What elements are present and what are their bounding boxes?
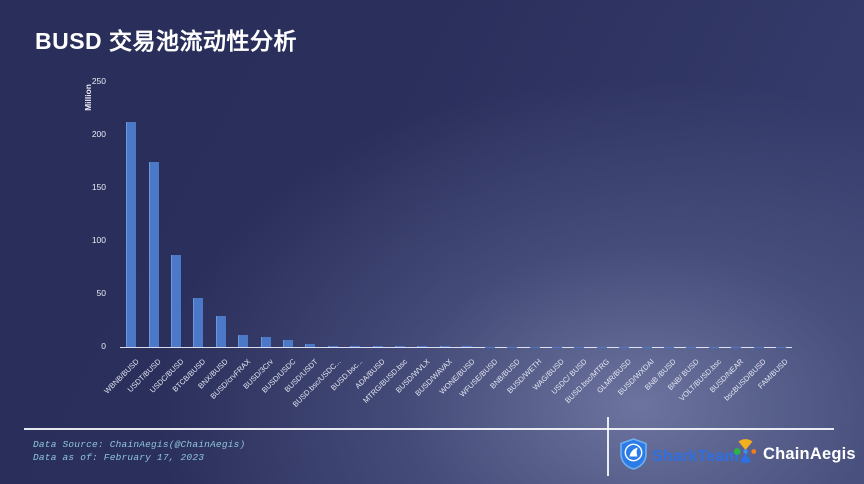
x-axis-labels: WBNB/BUSD USDT/BUSD USDC/BUSD BTCB/BUSD BNX/… — [102, 350, 792, 420]
sharkteam-logo: SharkTeam — [619, 438, 739, 475]
bar-slot — [523, 82, 545, 347]
bar-slot — [770, 82, 792, 347]
bar — [395, 346, 406, 347]
bar-slot — [277, 82, 299, 347]
bar-slot — [635, 82, 657, 347]
bar — [171, 254, 182, 347]
bar-slot — [344, 82, 366, 347]
bar-slot — [142, 82, 164, 347]
bar-slot — [546, 82, 568, 347]
bar — [350, 346, 361, 347]
data-source-note: Data Source: ChainAegis(@ChainAegis) Dat… — [33, 438, 245, 464]
bar-slot — [389, 82, 411, 347]
bar-slot — [434, 82, 456, 347]
hourglass-gem-icon — [733, 438, 758, 470]
bar-slot — [725, 82, 747, 347]
bar — [215, 316, 226, 347]
sharkteam-logo-label: SharkTeam — [652, 447, 739, 465]
y-axis-tick-label: 200 — [91, 129, 106, 139]
bar-slot — [232, 82, 254, 347]
bar — [193, 298, 204, 347]
y-axis-tick-label: 50 — [96, 288, 106, 298]
bar-slot — [568, 82, 590, 347]
footer-divider-line — [24, 428, 834, 430]
bar-slot — [501, 82, 523, 347]
bar-slot — [703, 82, 725, 347]
y-axis-tick-label: 150 — [91, 182, 106, 192]
bar — [283, 340, 294, 347]
bar-slot — [591, 82, 613, 347]
y-axis-ticks: 0 50 100 150 200 250 — [60, 76, 112, 351]
bar — [260, 337, 271, 347]
bar — [148, 161, 159, 347]
chainaegis-logo-label: ChainAegis — [763, 444, 856, 463]
bar-slot — [680, 82, 702, 347]
bar-slot — [411, 82, 433, 347]
bar — [126, 122, 137, 347]
y-axis-tick-label: 100 — [91, 235, 106, 245]
data-source-line: Data Source: ChainAegis(@ChainAegis) — [33, 439, 246, 450]
bar-slot — [299, 82, 321, 347]
bar-slot — [613, 82, 635, 347]
bar-slot — [456, 82, 478, 347]
bar — [327, 345, 338, 347]
plot-area — [120, 82, 792, 348]
bar — [462, 346, 473, 347]
y-axis-tick-label: 0 — [101, 341, 106, 351]
bar-slot — [254, 82, 276, 347]
shield-shark-fin-icon — [619, 438, 648, 475]
bar — [372, 346, 383, 347]
footer-vertical-divider — [607, 417, 609, 476]
page-title: BUSD 交易池流动性分析 — [35, 28, 298, 54]
bar-slot — [210, 82, 232, 347]
bar-slot — [479, 82, 501, 347]
bar — [238, 335, 249, 347]
bar — [439, 346, 450, 347]
bar-slot — [165, 82, 187, 347]
bar-slot — [658, 82, 680, 347]
bar-slot — [187, 82, 209, 347]
bar — [417, 346, 428, 347]
bar-slot — [120, 82, 142, 347]
data-as-of-line: Data as of: February 17, 2023 — [33, 452, 205, 463]
bar — [305, 344, 316, 347]
chainaegis-logo: ChainAegis — [733, 438, 856, 470]
bar-slot — [366, 82, 388, 347]
bar-slot — [322, 82, 344, 347]
y-axis-tick-label: 250 — [91, 76, 106, 86]
bar-slot — [747, 82, 769, 347]
